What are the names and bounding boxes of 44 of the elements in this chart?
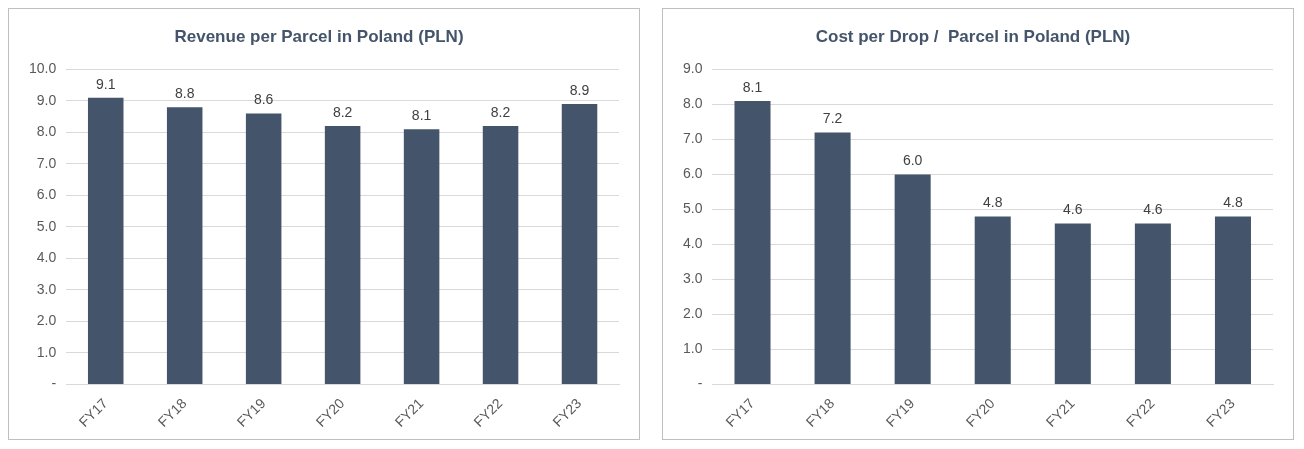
- y-tick-label: 6.0: [682, 165, 703, 182]
- y-tick-label: 5.0: [36, 217, 57, 234]
- bar: [974, 216, 1011, 384]
- y-tick-label: 6.0: [36, 186, 57, 203]
- y-tick-label: 4.0: [682, 235, 703, 252]
- data-label: 8.8: [174, 85, 195, 102]
- y-tick-label: 9.0: [36, 91, 57, 108]
- bar: [814, 132, 851, 384]
- y-tick-label: 10.0: [29, 60, 57, 77]
- data-label: 7.2: [822, 110, 843, 127]
- data-label: 4.8: [983, 194, 1003, 211]
- data-label: 6.0: [902, 152, 923, 169]
- data-label: 9.1: [96, 75, 116, 92]
- y-tick-label: 1.0: [36, 343, 57, 360]
- bar: [734, 100, 771, 384]
- y-tick-label: 2.0: [682, 305, 703, 322]
- data-label: 4.8: [1223, 194, 1243, 211]
- data-label: 8.9: [569, 81, 590, 98]
- bar: [1214, 216, 1251, 384]
- y-tick-label: 9.0: [682, 60, 703, 77]
- y-tick-label: 1.0: [682, 340, 703, 357]
- y-tick-label: 2.0: [36, 312, 57, 329]
- y-tick-label: 5.0: [682, 200, 703, 217]
- chart-title: Revenue per Parcel in Poland (PLN): [174, 26, 464, 46]
- y-tick-label: 8.0: [36, 123, 57, 140]
- y-tick-label: -: [51, 375, 57, 392]
- chart-title: Cost per Drop / Parcel in Poland (PLN): [815, 26, 1131, 46]
- data-label: 8.2: [332, 103, 353, 120]
- y-tick-label: 3.0: [682, 270, 703, 287]
- data-label: 8.1: [411, 107, 432, 124]
- data-label: 8.1: [742, 78, 763, 95]
- y-tick-label: 4.0: [36, 249, 57, 266]
- y-tick-label: -: [697, 375, 703, 392]
- data-label: 4.6: [1063, 201, 1083, 218]
- y-tick-label: 7.0: [682, 130, 703, 147]
- bar: [894, 174, 931, 384]
- data-label: 8.2: [490, 103, 511, 120]
- y-tick-label: 8.0: [682, 95, 703, 112]
- y-tick-label: 7.0: [36, 154, 57, 171]
- bar: [1054, 223, 1091, 384]
- y-tick-label: 3.0: [36, 280, 57, 297]
- data-label: 4.6: [1143, 201, 1163, 218]
- bar: [1134, 223, 1171, 384]
- data-label: 8.6: [253, 91, 274, 108]
